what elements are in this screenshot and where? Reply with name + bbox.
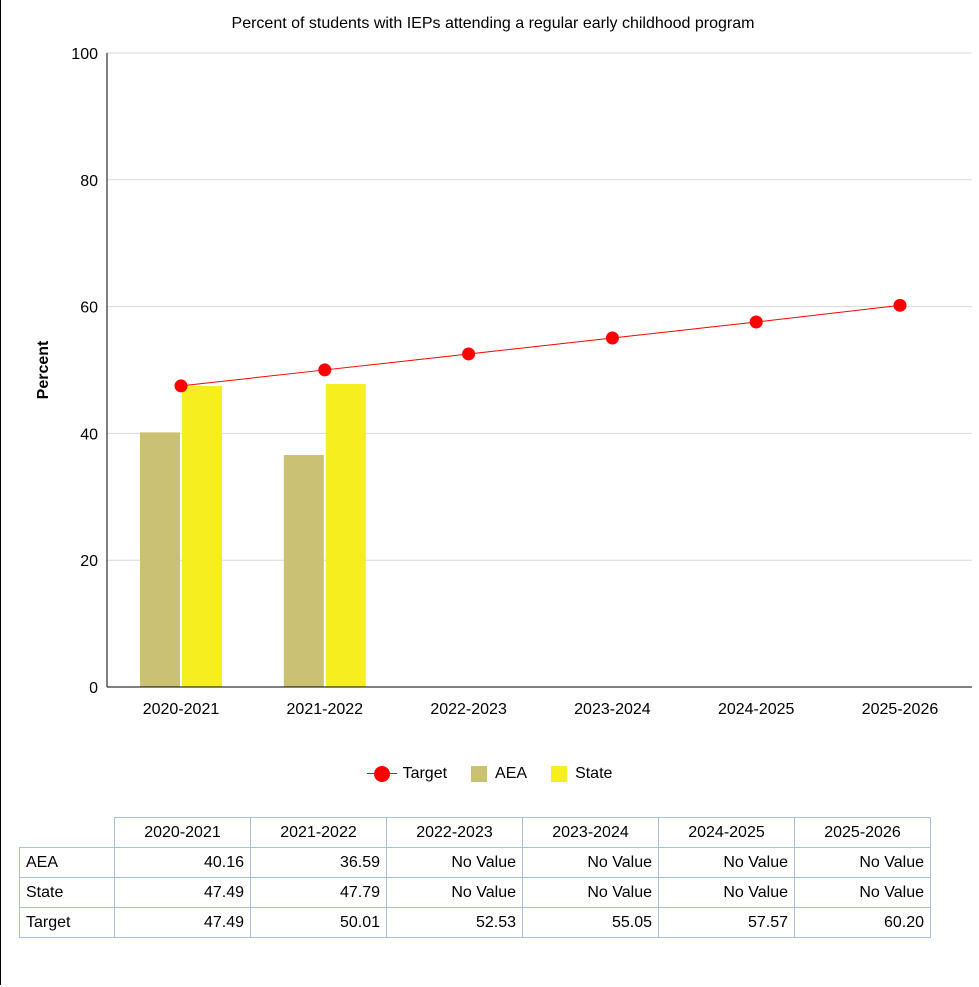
table-cell: No Value (386, 847, 523, 878)
y-tick-label: 0 (89, 680, 98, 697)
y-tick-label: 20 (80, 553, 98, 570)
point-target (318, 363, 332, 377)
target-marker-icon (366, 766, 397, 782)
table-row-label: Target (19, 907, 115, 938)
x-tick-label: 2020-2021 (143, 701, 220, 718)
table-cell: 47.49 (114, 877, 251, 908)
point-target (605, 331, 619, 345)
series-line-target (180, 304, 901, 387)
table-cell: No Value (658, 877, 795, 908)
y-tick-label: 40 (80, 426, 98, 443)
point-target (893, 298, 907, 312)
chart-canvas: Percent of students with IEPs attending … (35, 15, 972, 718)
table-cell: No Value (522, 877, 659, 908)
table-corner-cell (19, 817, 115, 848)
x-tick-label: 2024-2025 (718, 701, 795, 718)
table-cell: No Value (794, 877, 931, 908)
table-cell: 40.16 (114, 847, 251, 878)
legend-label-aea: AEA (495, 765, 528, 782)
table-header-cell: 2020-2021 (114, 817, 251, 848)
table-row: State 47.49 47.79 No Value No Value No V… (19, 877, 931, 908)
y-axis-label: Percent (35, 340, 52, 399)
x-tick-label: 2025-2026 (862, 701, 939, 718)
bar-state (325, 384, 366, 687)
table-cell: No Value (658, 847, 795, 878)
state-swatch-icon (551, 766, 568, 782)
y-tick-label: 100 (71, 46, 98, 63)
table-row: AEA 40.16 36.59 No Value No Value No Val… (19, 847, 931, 878)
legend-item-aea[interactable]: AEA (471, 765, 527, 783)
y-tick-label: 80 (80, 173, 98, 190)
table-row: Target 47.49 50.01 52.53 55.05 57.57 60.… (19, 907, 931, 938)
x-tick-label: 2022-2023 (430, 701, 507, 718)
x-tick-label: 2023-2024 (574, 701, 651, 718)
table-cell: No Value (522, 847, 659, 878)
legend-label-state: State (575, 765, 613, 782)
table-cell: 47.79 (250, 877, 387, 908)
table-header-cell: 2021-2022 (250, 817, 387, 848)
table-cell: 55.05 (522, 907, 659, 938)
table-cell: 52.53 (386, 907, 523, 938)
chart-legend: Target AEA State (0, 762, 979, 786)
table-cell: 60.20 (794, 907, 931, 938)
table-cell: No Value (794, 847, 931, 878)
table-header-cell: 2025-2026 (794, 817, 931, 848)
point-target (749, 315, 763, 329)
aea-swatch-icon (471, 766, 488, 782)
legend-item-state[interactable]: State (551, 765, 612, 783)
legend-label-target: Target (402, 765, 448, 782)
y-tick-label: 60 (80, 300, 98, 317)
bar-aea (283, 455, 324, 687)
chart-title: Percent of students with IEPs attending … (232, 15, 755, 32)
table-cell: 57.57 (658, 907, 795, 938)
table-row-label: State (19, 877, 115, 908)
legend-item-target[interactable]: Target (366, 765, 448, 783)
table-cell: No Value (386, 877, 523, 908)
point-target (174, 379, 188, 393)
table-cell: 50.01 (250, 907, 387, 938)
table-row-label: AEA (19, 847, 115, 878)
table-cell: 47.49 (114, 907, 251, 938)
x-tick-label: 2021-2022 (287, 701, 364, 718)
table-header-row: 2020-2021 2021-2022 2022-2023 2023-2024 … (19, 817, 931, 848)
table-header-cell: 2022-2023 (386, 817, 523, 848)
table-header-cell: 2023-2024 (522, 817, 659, 848)
table-cell: 36.59 (250, 847, 387, 878)
table-header-cell: 2024-2025 (658, 817, 795, 848)
point-target (462, 347, 476, 361)
bar-aea (140, 432, 180, 687)
bar-state (182, 385, 222, 687)
data-table: 2020-2021 2021-2022 2022-2023 2023-2024 … (19, 817, 931, 938)
